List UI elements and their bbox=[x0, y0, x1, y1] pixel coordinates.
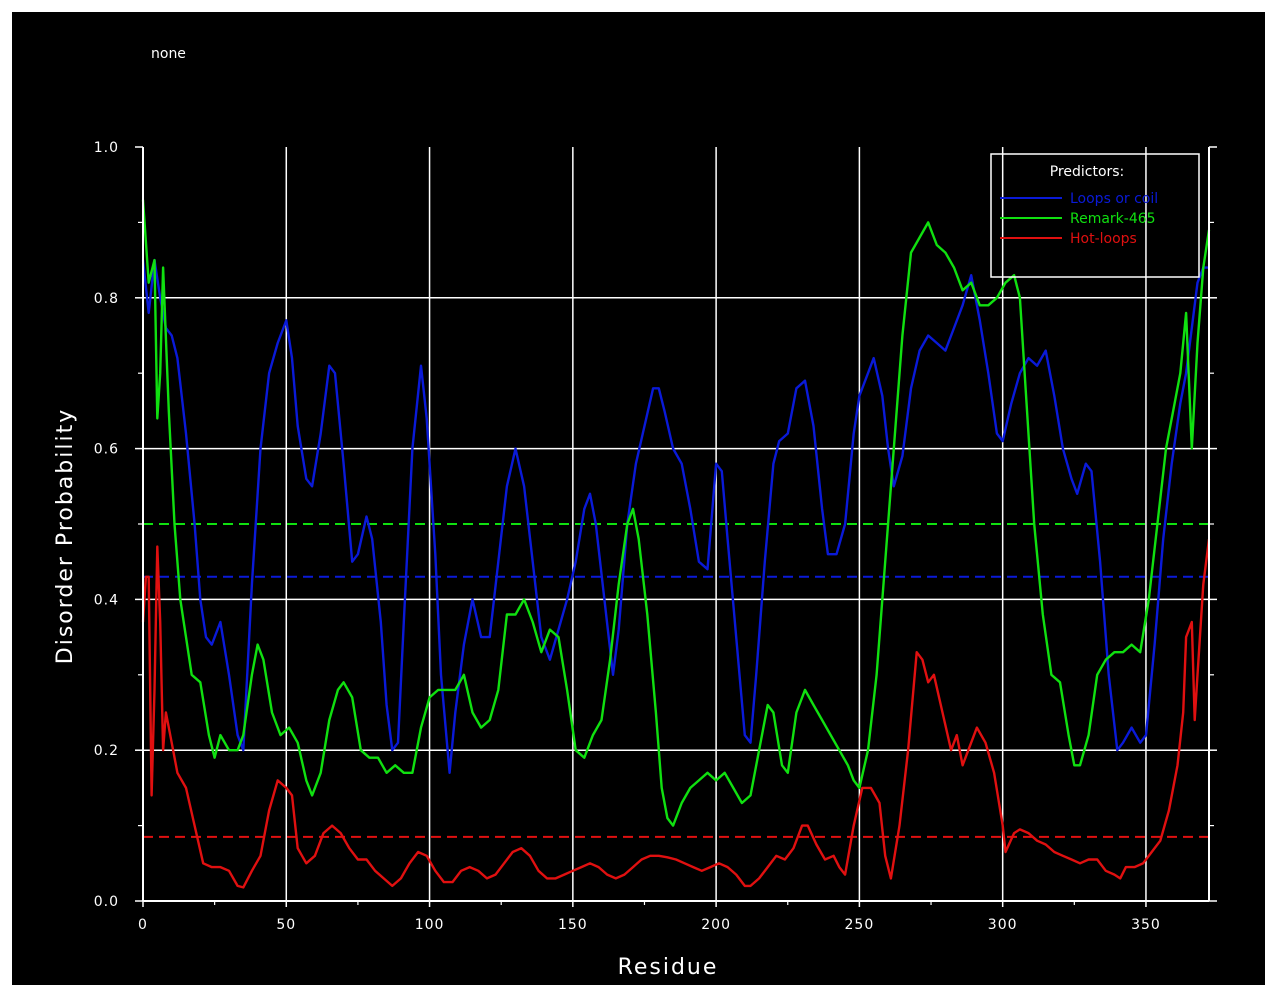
x-tick-label-250: 250 bbox=[845, 917, 875, 933]
plot-frame: none 0 50 100 150 200 250 300 350 0.0 0.2 0.4 0.6 0.… bbox=[12, 12, 1265, 985]
legend-entries: Loops or coil Remark-465 Hot-loops bbox=[1000, 191, 1158, 247]
y-tick-label-0.2: 0.2 bbox=[94, 743, 119, 759]
x-tick-label-350: 350 bbox=[1131, 917, 1161, 933]
series-line-2 bbox=[141, 538, 1211, 889]
x-tick-label-0: 0 bbox=[138, 917, 148, 933]
x-tick-label-50: 50 bbox=[276, 917, 296, 933]
x-tick-label-200: 200 bbox=[701, 917, 731, 933]
y-tick-label-0.0: 0.0 bbox=[94, 894, 119, 910]
series-line-0 bbox=[141, 258, 1209, 774]
y-tick-label-0.8: 0.8 bbox=[94, 291, 119, 307]
legend-label-1: Remark-465 bbox=[1070, 211, 1156, 227]
legend-label-2: Hot-loops bbox=[1070, 231, 1137, 247]
threshold-lines bbox=[143, 523, 1209, 838]
series-line-1 bbox=[141, 199, 1211, 827]
y-tick-label-1.0: 1.0 bbox=[94, 140, 119, 156]
legend-title: Predictors: bbox=[1050, 164, 1125, 180]
axes bbox=[135, 146, 1217, 907]
corner-label: none bbox=[151, 46, 186, 62]
legend-label-0: Loops or coil bbox=[1070, 191, 1158, 207]
legend: Predictors: Loops or coil Remark-465 Hot-l… bbox=[990, 153, 1200, 278]
x-tick-label-150: 150 bbox=[558, 917, 588, 933]
y-axis-label: Disorder Probability bbox=[53, 408, 78, 664]
disorder-chart: none 0 50 100 150 200 250 300 350 0.0 0.2 0.4 0.6 0.… bbox=[53, 46, 1217, 980]
x-tick-label-100: 100 bbox=[415, 917, 445, 933]
series-group bbox=[141, 199, 1211, 889]
x-tick-label-300: 300 bbox=[988, 917, 1018, 933]
x-axis-label: Residue bbox=[618, 955, 719, 980]
y-tick-label-0.6: 0.6 bbox=[94, 442, 119, 458]
tick-labels: 0 50 100 150 200 250 300 350 0.0 0.2 0.4 0.6 0.8 1.0 bbox=[94, 140, 1161, 933]
y-tick-label-0.4: 0.4 bbox=[94, 592, 119, 608]
legend-box bbox=[990, 153, 1200, 278]
grid-lines bbox=[143, 147, 1209, 901]
